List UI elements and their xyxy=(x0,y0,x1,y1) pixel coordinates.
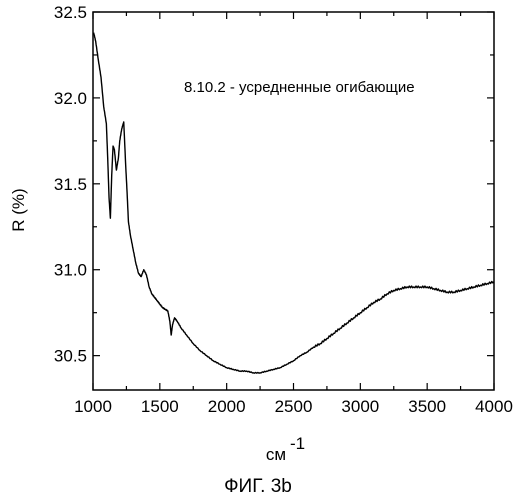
y-tick-label: 30.5 xyxy=(54,347,87,366)
y-axis-ticks xyxy=(93,12,494,356)
y-axis-tick-labels: 30.5 31.0 31.5 32.0 32.5 xyxy=(54,3,87,366)
x-axis-title-exponent: -1 xyxy=(290,434,305,453)
x-tick-label: 2000 xyxy=(208,397,246,416)
plot-frame xyxy=(93,12,494,390)
x-axis-ticks xyxy=(93,12,494,390)
y-tick-label: 32.5 xyxy=(54,3,87,22)
x-tick-label: 3500 xyxy=(408,397,446,416)
x-tick-label: 1500 xyxy=(141,397,179,416)
y-tick-label: 31.5 xyxy=(54,175,87,194)
annotation-label: 8.10.2 - усредненные огибающие xyxy=(184,79,415,96)
x-tick-label: 4000 xyxy=(475,397,513,416)
y-tick-label: 31.0 xyxy=(54,261,87,280)
x-tick-label: 1000 xyxy=(74,397,112,416)
figure-caption: ФИГ. 3b xyxy=(224,476,292,497)
x-tick-label: 3000 xyxy=(341,397,379,416)
y-tick-label: 32.0 xyxy=(54,89,87,108)
x-tick-label: 2500 xyxy=(275,397,313,416)
x-axis-title: см xyxy=(266,445,286,464)
x-axis-tick-labels: 1000 1500 2000 2500 3000 3500 4000 xyxy=(74,397,513,416)
y-axis-title: R (%) xyxy=(9,188,28,231)
